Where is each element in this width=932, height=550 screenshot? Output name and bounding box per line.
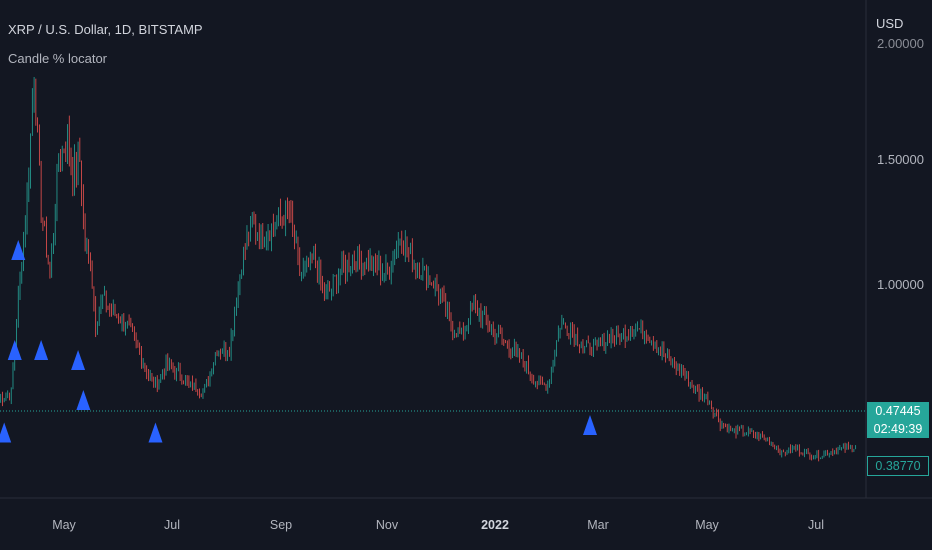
marker-series <box>0 240 597 443</box>
triangle-up-marker-6 <box>148 422 163 443</box>
triangle-up-marker-3 <box>34 340 49 360</box>
price-tick-1: 1.00000 <box>877 277 924 292</box>
triangle-up-marker-7 <box>582 415 597 435</box>
price-tick-2: 2.00000 <box>877 36 924 51</box>
time-tick-may-2021: May <box>52 518 76 532</box>
time-tick-jul-2022: Jul <box>808 518 824 532</box>
chart-title: XRP / U.S. Dollar, 1D, BITSTAMP <box>8 22 203 37</box>
time-tick-2022: 2022 <box>481 518 509 532</box>
low-price-label: 0.38770 <box>867 456 929 476</box>
time-tick-sep-2021: Sep <box>269 518 293 532</box>
last-price-label: 0.47445 <box>867 402 929 420</box>
triangle-up-marker-1 <box>7 340 22 360</box>
triangle-up-marker-5 <box>76 390 91 410</box>
triangle-up-marker-0 <box>0 422 12 443</box>
time-tick-jul-2021: Jul <box>164 518 180 532</box>
time-tick-nov-2021: Nov <box>375 518 399 532</box>
time-tick-may-2022: May <box>695 518 719 532</box>
triangle-up-marker-2 <box>11 240 26 260</box>
currency-label[interactable]: USD <box>876 16 904 31</box>
candle-series <box>0 77 857 462</box>
triangle-up-marker-4 <box>71 350 86 370</box>
time-tick-mar-2022: Mar <box>587 518 609 532</box>
indicator-label[interactable]: Candle % locator <box>8 51 107 66</box>
price-tick-1-5: 1.50000 <box>877 152 924 167</box>
countdown-label: 02:49:39 <box>867 420 929 438</box>
